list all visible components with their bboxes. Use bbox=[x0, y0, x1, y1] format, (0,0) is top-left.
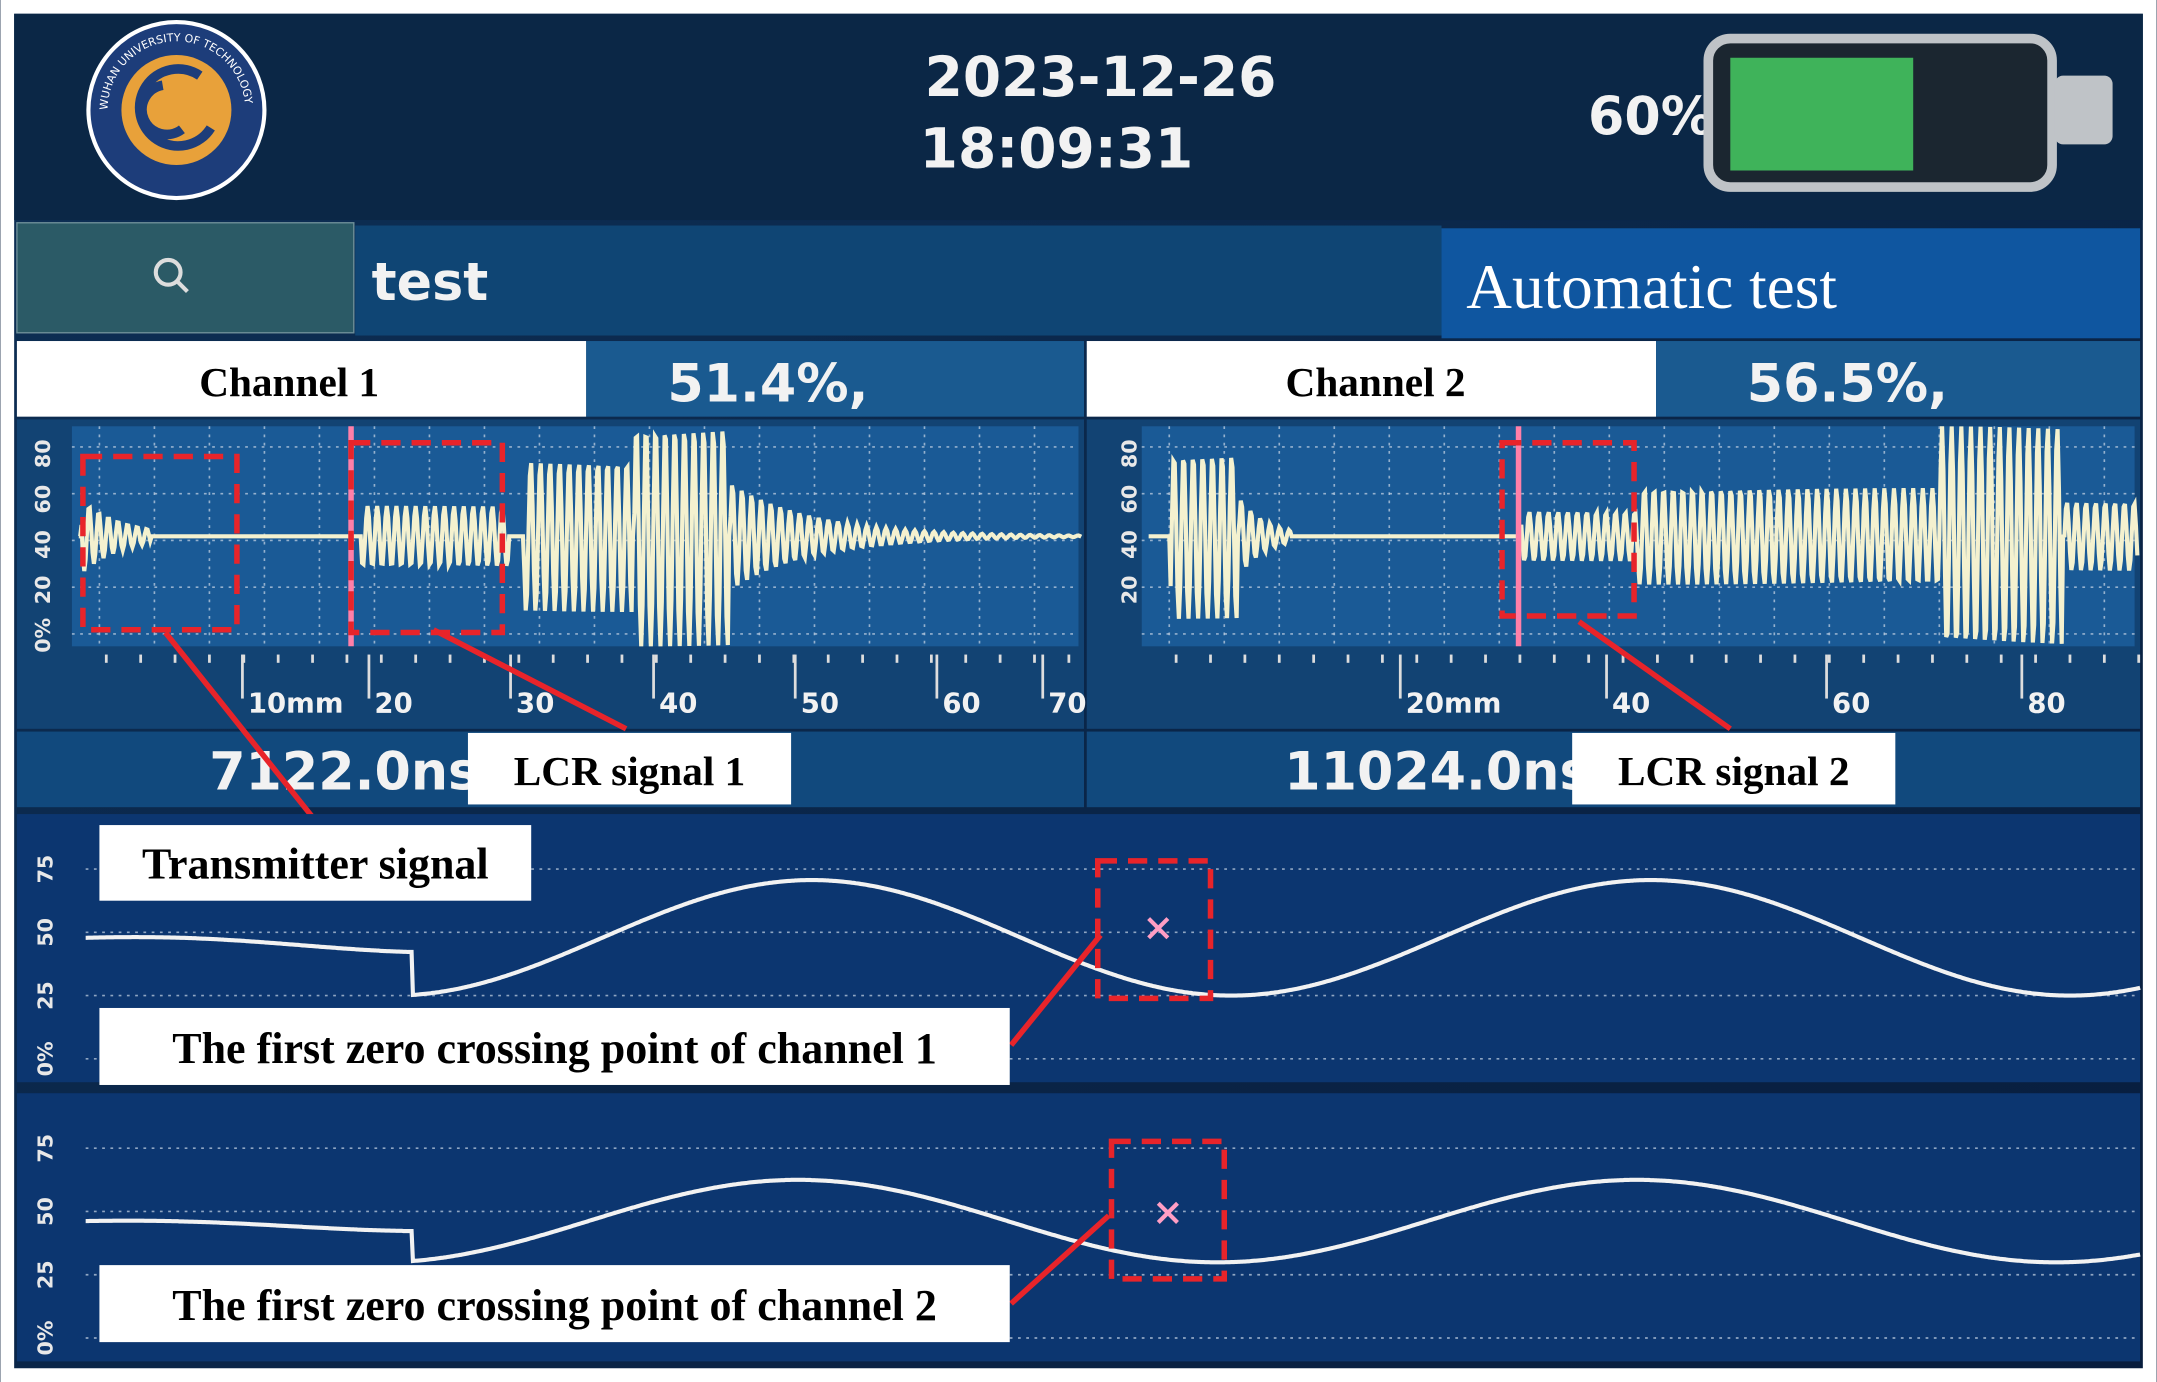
highlight-box bbox=[1499, 440, 1637, 619]
y-tick-label: 50 bbox=[34, 918, 58, 947]
annotation-box bbox=[1572, 732, 1896, 805]
x-tick-label: 80 bbox=[2027, 687, 2065, 719]
x-tick-label: 20mm bbox=[1406, 687, 1502, 719]
highlight-box bbox=[1108, 1138, 1228, 1282]
arrow bbox=[163, 630, 319, 825]
annotation: The first zero crossing point of channel… bbox=[172, 1281, 937, 1330]
highlight-box bbox=[348, 440, 506, 636]
y-tick-label: 20 bbox=[1117, 576, 1141, 605]
y-tick-label: 50 bbox=[34, 1197, 58, 1226]
x-tick-label: 50 bbox=[801, 687, 839, 719]
crossing-marker bbox=[1147, 917, 1170, 940]
arrow bbox=[1009, 1213, 1111, 1306]
y-tick-label: 80 bbox=[31, 439, 55, 468]
annotation-box bbox=[99, 825, 532, 901]
time-value: 11024.0ns bbox=[1284, 742, 1590, 802]
highlight-box bbox=[1095, 858, 1214, 1002]
y-tick-label: 75 bbox=[34, 1134, 58, 1163]
arrow bbox=[1008, 933, 1103, 1047]
x-tick-label: 40 bbox=[1612, 687, 1650, 719]
channel-percent-bg bbox=[586, 341, 1085, 417]
x-tick-label: 10mm bbox=[248, 687, 344, 719]
x-tick-label: 60 bbox=[942, 687, 980, 719]
arrow bbox=[432, 627, 628, 732]
annotation: LCR signal 2 bbox=[1618, 748, 1850, 794]
highlight-box bbox=[80, 453, 240, 633]
search-text: test bbox=[372, 253, 489, 313]
x-tick-label: 40 bbox=[659, 687, 697, 719]
annotation-box bbox=[99, 1007, 1010, 1085]
annotation-box bbox=[467, 732, 792, 805]
y-tick-label: 60 bbox=[31, 485, 55, 514]
y-tick-label: 0% bbox=[31, 618, 55, 653]
channel-percent: 56.5%, bbox=[1747, 355, 1948, 415]
arrow bbox=[1577, 619, 1732, 732]
y-tick-label: 0% bbox=[34, 1320, 58, 1355]
y-tick-label: 25 bbox=[34, 1260, 58, 1289]
annotation: Transmitter signal bbox=[142, 840, 489, 889]
annotation: The first zero crossing point of channel… bbox=[172, 1024, 937, 1073]
waveform bbox=[85, 1177, 2141, 1265]
annotation-box bbox=[99, 1265, 1010, 1343]
y-tick-label: 75 bbox=[34, 855, 58, 884]
search-icon bbox=[153, 257, 183, 287]
x-tick-label: 30 bbox=[516, 687, 554, 719]
x-tick-label: 20 bbox=[374, 687, 412, 719]
search-icon-handle bbox=[176, 280, 189, 293]
battery-label: 60% bbox=[1588, 88, 1713, 148]
channel-label: Channel 1 bbox=[199, 359, 379, 405]
dynamic-layer: Channel 1 51.4%, 80 60 40 20 0% 10mm 20 30 40 50 60 7… bbox=[16, 341, 2141, 1362]
search-button[interactable] bbox=[16, 222, 355, 334]
y-tick-label: 40 bbox=[31, 530, 55, 559]
y-tick-label: 80 bbox=[1117, 439, 1141, 468]
time: 18:09:31 bbox=[920, 117, 1194, 181]
mode-label: Automatic test bbox=[1466, 252, 1837, 322]
battery-fill bbox=[1730, 57, 1914, 171]
y-tick-label: 40 bbox=[1117, 530, 1141, 559]
channel-header bbox=[1086, 341, 1657, 417]
waveform bbox=[85, 878, 2141, 998]
mode-button[interactable] bbox=[1441, 228, 2141, 339]
waveform bbox=[78, 429, 1083, 647]
time-value: 7122.0ns bbox=[209, 742, 479, 802]
search-field[interactable] bbox=[355, 225, 1442, 336]
waveform bbox=[1148, 426, 2140, 644]
y-tick-label: 60 bbox=[1117, 485, 1141, 514]
logo-mark bbox=[134, 64, 215, 151]
x-tick-label: 60 bbox=[1832, 687, 1870, 719]
y-tick-label: 20 bbox=[31, 576, 55, 605]
channel-percent-bg bbox=[1656, 341, 2141, 417]
annotation: LCR signal 1 bbox=[514, 748, 746, 794]
channel-header bbox=[16, 341, 587, 417]
y-tick-label: 25 bbox=[34, 981, 58, 1010]
x-tick-label: 70 bbox=[1048, 687, 1086, 719]
channel-percent: 51.4%, bbox=[667, 355, 868, 415]
channel-label: Channel 2 bbox=[1286, 359, 1466, 405]
y-tick-label: 0% bbox=[34, 1041, 58, 1076]
crossing-marker bbox=[1156, 1201, 1179, 1224]
battery-tip bbox=[2054, 75, 2113, 145]
date: 2023-12-26 bbox=[925, 45, 1277, 109]
